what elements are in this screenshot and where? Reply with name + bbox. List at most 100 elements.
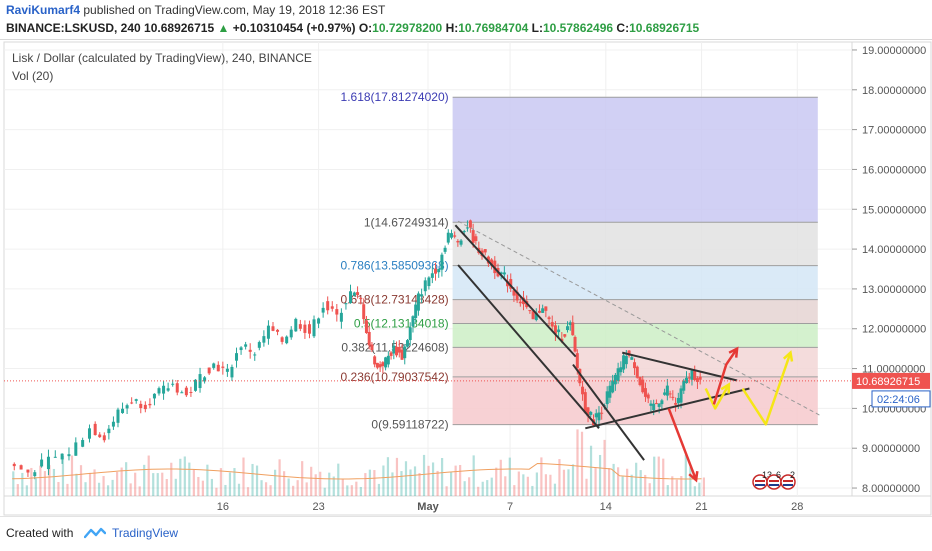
candle-body: [490, 259, 494, 265]
candle-body: [326, 301, 330, 311]
symbol-label: BINANCE:LSKUSD, 240: [6, 21, 141, 35]
candle-body: [471, 230, 475, 243]
candle-body: [67, 454, 71, 457]
volume-bar: [12, 471, 15, 496]
current-price-box: [852, 372, 930, 389]
candle-body: [148, 403, 152, 406]
candle-body: [171, 383, 175, 385]
candle-body: [330, 306, 334, 309]
y-tick-label: 14.00000000: [862, 244, 926, 256]
candle-body: [506, 281, 510, 287]
candle-body: [641, 379, 645, 393]
y-tick-label: 9.00000000: [862, 443, 920, 455]
volume-bar: [662, 458, 665, 496]
candle-body: [616, 368, 620, 381]
author-name[interactable]: RaviKumarf4: [6, 3, 81, 17]
candle-body: [557, 329, 561, 333]
volume-bar: [156, 473, 159, 496]
candle-body: [687, 377, 691, 379]
candle-body: [166, 388, 170, 391]
low-value: 10.57862496: [543, 21, 614, 35]
candle-body: [502, 272, 506, 275]
volume-bar: [129, 483, 132, 496]
trendline-upper-wedge: [454, 224, 577, 358]
candlesticks: [12, 219, 702, 480]
candle-body: [367, 331, 371, 346]
candle-body: [375, 362, 379, 368]
volume-bar: [621, 476, 624, 496]
volume-bar: [201, 480, 204, 496]
volume-bar: [422, 454, 426, 496]
candle-body: [534, 312, 538, 321]
volume-bar: [504, 476, 507, 496]
x-tick-label: 7: [507, 501, 513, 513]
candle-body: [581, 386, 585, 395]
candle-body: [289, 329, 293, 338]
volume-bar: [409, 469, 412, 496]
y-tick-label: 17.00000000: [862, 125, 926, 137]
candle-body: [373, 356, 377, 365]
candle-body: [266, 325, 270, 339]
volume-bar: [305, 482, 308, 496]
candle-body: [19, 465, 23, 470]
candle-body: [378, 364, 382, 368]
volume-bar: [237, 483, 241, 496]
volume-bar: [66, 483, 69, 496]
volume-bar: [210, 478, 214, 496]
candle-body: [253, 354, 257, 356]
volume-bar: [373, 470, 376, 496]
volume-bar: [598, 454, 602, 496]
trendline-lower-wedge-ext: [572, 363, 645, 461]
volume-bar: [197, 476, 200, 496]
candle-body: [695, 378, 699, 382]
flag-badge-count: 2: [790, 470, 795, 480]
volume-bar: [626, 468, 629, 496]
volume-bar: [580, 431, 584, 496]
chart-title: Lisk / Dollar (calculated by TradingView…: [12, 51, 312, 65]
close-value: 10.68926715: [629, 21, 700, 35]
candle-body: [456, 240, 460, 243]
arrow-red-down: [667, 407, 699, 483]
candle-body: [665, 385, 669, 396]
publish-info: RaviKumarf4 published on TradingView.com…: [6, 3, 385, 17]
candle-body: [111, 421, 115, 427]
candle-body: [547, 317, 551, 320]
candle-body: [660, 400, 664, 405]
volume-bar: [531, 485, 534, 496]
candle-body: [392, 345, 396, 354]
candle-body: [541, 308, 545, 313]
volume-bar: [165, 479, 168, 496]
candle-body: [362, 304, 366, 320]
candle-body: [414, 304, 418, 319]
volume-bar: [445, 486, 448, 496]
volume-bar: [323, 487, 326, 496]
candle-body: [280, 337, 284, 342]
volume-bar: [653, 456, 656, 496]
volume-bar: [368, 469, 371, 496]
volume-bar: [517, 471, 520, 496]
tradingview-link[interactable]: TradingView: [112, 526, 179, 540]
volume-bar: [34, 478, 37, 496]
footer: Created with TradingView: [0, 516, 932, 551]
low-label: L:: [531, 21, 543, 35]
volume-bar: [16, 484, 19, 496]
volume-bar: [693, 486, 696, 496]
candle-body: [622, 355, 626, 370]
candle-body: [627, 350, 631, 356]
volume-bar: [513, 485, 516, 496]
volume-bar: [337, 463, 340, 496]
candle-body: [198, 374, 202, 389]
candle-body: [352, 292, 356, 296]
candle-body: [578, 368, 582, 384]
volume-bar: [607, 468, 611, 496]
candle-body: [356, 292, 360, 296]
candle-body: [248, 349, 252, 352]
price-chart[interactable]: 19.00000000 18.00000000 17.00000000 16.0000…: [0, 40, 932, 516]
volume-bar: [549, 474, 552, 496]
volume-bar: [440, 457, 444, 496]
candle-body: [474, 236, 478, 241]
candle-body: [130, 402, 134, 404]
volume-bar: [522, 474, 525, 496]
volume-bar: [436, 470, 439, 496]
volume-bar: [675, 479, 678, 496]
